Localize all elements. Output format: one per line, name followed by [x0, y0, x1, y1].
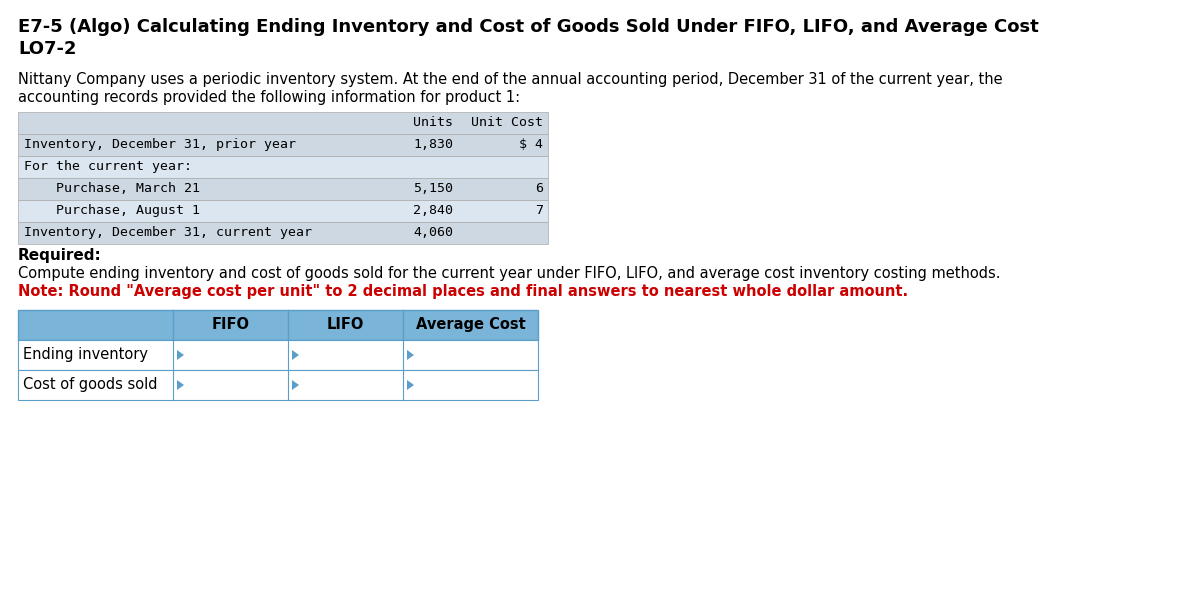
- Text: Note: Round "Average cost per unit" to 2 decimal places and final answers to nea: Note: Round "Average cost per unit" to 2…: [18, 284, 908, 299]
- Bar: [18, 112, 548, 134]
- Bar: [18, 370, 538, 400]
- Text: Nittany Company uses a periodic inventory system. At the end of the annual accou: Nittany Company uses a periodic inventor…: [18, 72, 1003, 87]
- Bar: [18, 310, 538, 340]
- Text: accounting records provided the following information for product 1:: accounting records provided the followin…: [18, 90, 520, 105]
- Text: 4,060: 4,060: [413, 226, 454, 239]
- Text: Cost of goods sold: Cost of goods sold: [23, 377, 157, 392]
- Text: FIFO: FIFO: [211, 317, 250, 332]
- Bar: [18, 222, 548, 244]
- Polygon shape: [292, 350, 299, 360]
- Text: LIFO: LIFO: [326, 317, 364, 332]
- Text: 6: 6: [535, 182, 542, 195]
- Polygon shape: [178, 380, 184, 390]
- Text: Compute ending inventory and cost of goods sold for the current year under FIFO,: Compute ending inventory and cost of goo…: [18, 266, 1001, 281]
- Text: E7-5 (Algo) Calculating Ending Inventory and Cost of Goods Sold Under FIFO, LIFO: E7-5 (Algo) Calculating Ending Inventory…: [18, 18, 1039, 36]
- Bar: [18, 178, 548, 200]
- Text: Purchase, August 1: Purchase, August 1: [24, 204, 200, 217]
- Text: Average Cost: Average Cost: [415, 317, 526, 332]
- Text: Inventory, December 31, current year: Inventory, December 31, current year: [24, 226, 312, 239]
- Bar: [18, 200, 548, 222]
- Bar: [18, 134, 548, 156]
- Text: Inventory, December 31, prior year: Inventory, December 31, prior year: [24, 138, 296, 151]
- Text: Purchase, March 21: Purchase, March 21: [24, 182, 200, 195]
- Polygon shape: [292, 380, 299, 390]
- Text: 7: 7: [535, 204, 542, 217]
- Text: For the current year:: For the current year:: [24, 160, 192, 173]
- Text: Unit Cost: Unit Cost: [470, 116, 542, 129]
- Polygon shape: [178, 350, 184, 360]
- Text: $ 4: $ 4: [520, 138, 542, 151]
- Polygon shape: [407, 380, 414, 390]
- Text: 2,840: 2,840: [413, 204, 454, 217]
- Bar: [18, 156, 548, 178]
- Polygon shape: [407, 350, 414, 360]
- Text: Ending inventory: Ending inventory: [23, 347, 148, 362]
- Text: Required:: Required:: [18, 248, 102, 263]
- Text: LO7-2: LO7-2: [18, 40, 77, 58]
- Text: 5,150: 5,150: [413, 182, 454, 195]
- Text: 1,830: 1,830: [413, 138, 454, 151]
- Text: Units: Units: [413, 116, 454, 129]
- Bar: [18, 340, 538, 370]
